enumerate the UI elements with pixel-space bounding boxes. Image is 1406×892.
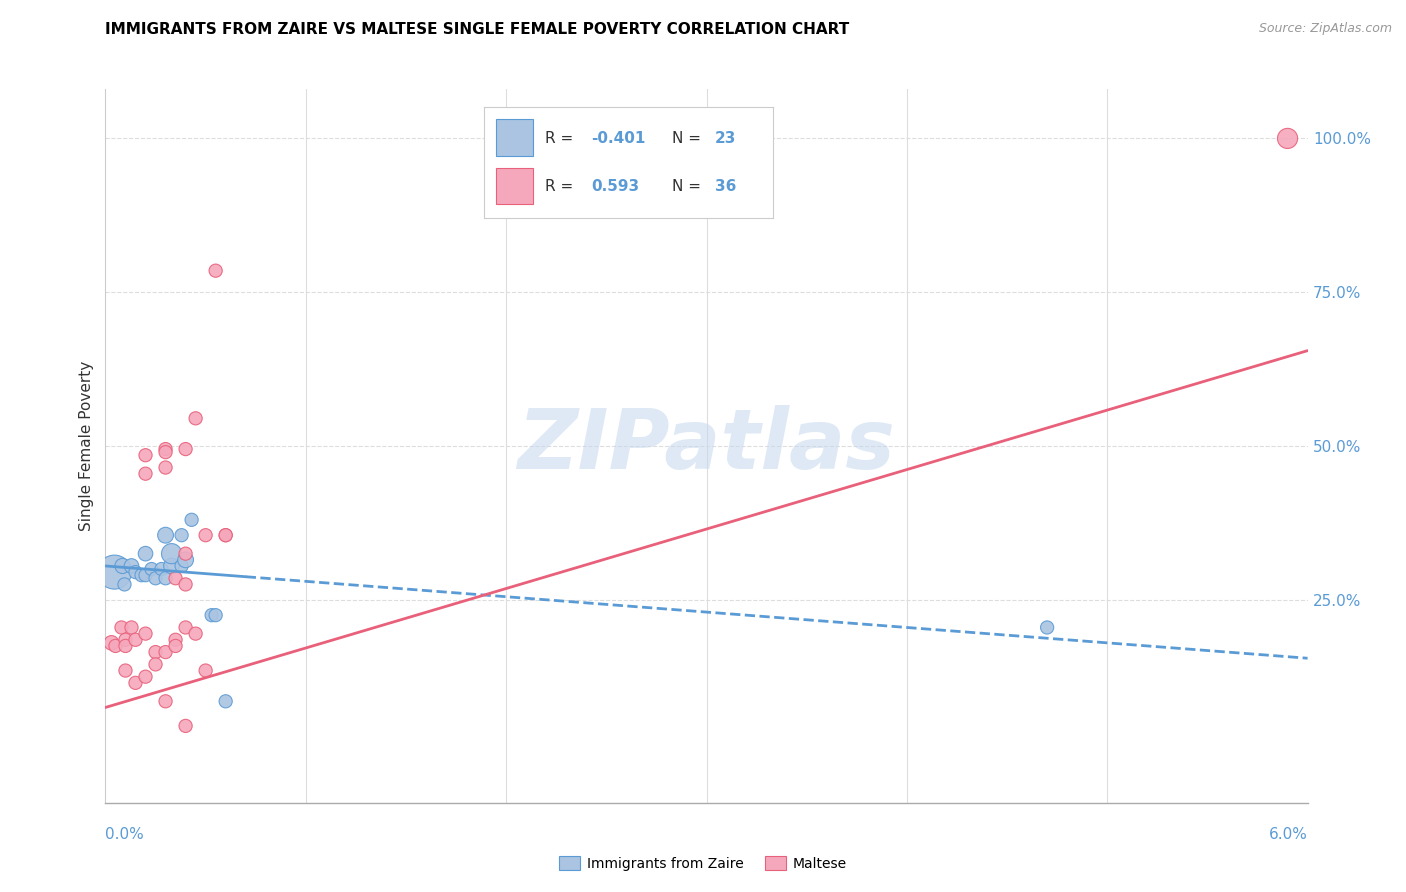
Point (155, 694, 177, 708)
Point (135, 547, 157, 561)
Point (100, 636, 122, 650)
Point (174, 719, 197, 733)
Point (214, 528, 236, 542)
Point (110, 620, 132, 634)
Point (114, 664, 136, 678)
Point (135, 467, 157, 481)
Point (174, 553, 197, 567)
Point (111, 558, 134, 573)
Point (121, 620, 143, 634)
Point (103, 565, 125, 579)
Point (180, 513, 202, 527)
Point (155, 445, 177, 459)
Point (135, 626, 157, 640)
Point (214, 694, 236, 708)
Point (194, 528, 217, 542)
Point (121, 558, 143, 573)
Point (160, 558, 183, 573)
Point (135, 568, 157, 582)
Point (174, 442, 197, 456)
Point (170, 558, 193, 573)
Legend: Immigrants from Zaire, Maltese: Immigrants from Zaire, Maltese (554, 850, 852, 876)
Point (184, 411, 207, 425)
Point (124, 676, 146, 690)
Point (135, 670, 157, 684)
Point (204, 608, 226, 623)
Point (165, 571, 187, 585)
Point (194, 664, 217, 678)
Point (214, 528, 236, 542)
Point (1036, 620, 1059, 634)
Text: IMMIGRANTS FROM ZAIRE VS MALTESE SINGLE FEMALE POVERTY CORRELATION CHART: IMMIGRANTS FROM ZAIRE VS MALTESE SINGLE … (105, 22, 849, 37)
Point (141, 562, 163, 576)
Point (155, 460, 177, 475)
Text: 6.0%: 6.0% (1268, 828, 1308, 842)
Point (155, 571, 177, 585)
Point (160, 547, 183, 561)
Point (174, 577, 197, 591)
Point (201, 608, 224, 623)
Point (104, 639, 127, 653)
Point (155, 645, 177, 659)
Point (184, 626, 207, 640)
Point (165, 639, 187, 653)
Point (124, 632, 146, 647)
Y-axis label: Single Female Poverty: Single Female Poverty (79, 361, 94, 531)
Point (135, 448, 157, 462)
Point (204, 263, 226, 277)
Point (145, 645, 167, 659)
Point (170, 528, 193, 542)
Point (174, 547, 197, 561)
Point (150, 562, 173, 576)
Point (124, 565, 146, 579)
Point (114, 639, 136, 653)
Point (145, 657, 167, 672)
Text: ZIPatlas: ZIPatlas (517, 406, 896, 486)
Text: 0.0%: 0.0% (105, 828, 145, 842)
Point (165, 632, 187, 647)
Point (174, 620, 197, 634)
Point (1277, 131, 1299, 145)
Point (155, 442, 177, 456)
Point (114, 577, 136, 591)
Point (131, 568, 153, 582)
Point (114, 632, 136, 647)
Point (145, 571, 167, 585)
Text: Source: ZipAtlas.com: Source: ZipAtlas.com (1258, 22, 1392, 36)
Point (155, 528, 177, 542)
